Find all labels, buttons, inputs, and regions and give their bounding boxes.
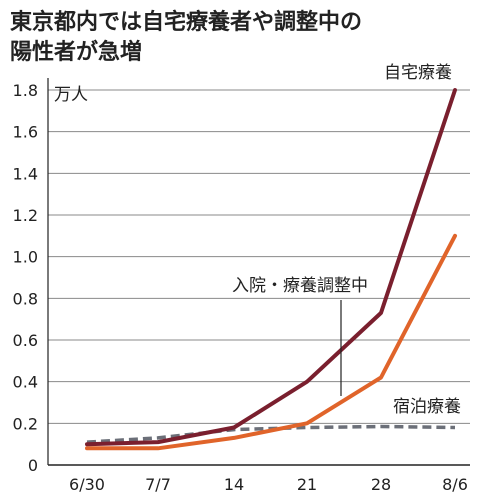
x-tick-label: 7/7 xyxy=(145,475,171,494)
y-tick-label: 1.6 xyxy=(13,123,38,142)
y-unit-label: 万人 xyxy=(54,85,88,105)
series-label-adjusting: 入院・療養調整中 xyxy=(232,276,368,296)
x-tick-label: 28 xyxy=(371,475,391,494)
y-tick-label: 0.4 xyxy=(13,373,38,392)
y-tick-label: 0.2 xyxy=(13,414,38,433)
x-tick-label: 8/6 xyxy=(442,475,468,494)
series-line-1 xyxy=(85,233,457,451)
series-label-hotel-care: 宿泊療養 xyxy=(393,397,461,417)
y-tick-label: 1.0 xyxy=(13,248,38,267)
title-line-2: 陽性者が急増 xyxy=(10,40,143,65)
title-line-1: 東京都内では自宅療養者や調整中の xyxy=(10,10,363,35)
x-tick-label: 14 xyxy=(224,475,244,494)
gridlines xyxy=(47,78,470,466)
x-tick-label: 21 xyxy=(297,475,317,494)
x-tick-label: 6/30 xyxy=(69,475,105,494)
y-tick-label: 1.4 xyxy=(13,164,38,183)
y-tick-labels: 0 0.2 0.4 0.6 0.8 1.0 1.2 1.4 1.6 1.8 xyxy=(13,81,38,475)
y-tick-label: 1.8 xyxy=(13,81,38,100)
x-tick-labels: 6/30 7/7 14 21 28 8/6 xyxy=(69,475,468,494)
series-line-0 xyxy=(85,88,457,447)
y-tick-label: 0.6 xyxy=(13,331,38,350)
series-lines xyxy=(85,88,457,451)
series-label-home-care: 自宅療養 xyxy=(384,63,452,83)
y-tick-label: 1.2 xyxy=(13,206,38,225)
y-tick-label: 0 xyxy=(28,456,38,475)
chart-title: 東京都内では自宅療養者や調整中の 陽性者が急増 xyxy=(10,8,490,68)
series-line-2 xyxy=(86,424,456,444)
y-tick-label: 0.8 xyxy=(13,289,38,308)
